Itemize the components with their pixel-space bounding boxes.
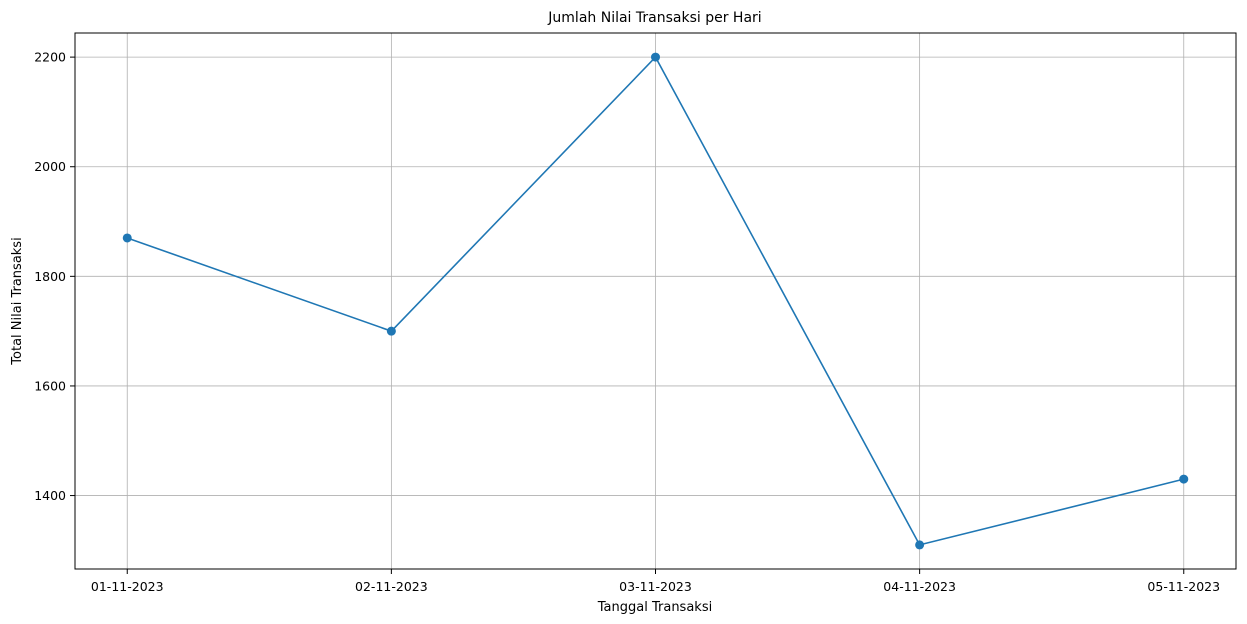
data-point: [122, 233, 132, 243]
y-tick-label: 1400: [34, 488, 66, 503]
y-axis-label: Total Nilai Transaksi: [10, 237, 25, 365]
y-axis: 1400 1600 1800 2000 2200: [34, 50, 75, 503]
y-tick-label: 1600: [34, 378, 66, 393]
y-tick-label: 1800: [34, 269, 66, 284]
data-point: [915, 540, 925, 550]
grid: [75, 33, 1236, 569]
x-axis: 01-11-2023 02-11-2023 03-11-2023 04-11-2023…: [91, 569, 1220, 594]
data-point: [1179, 474, 1189, 484]
x-tick-label: 05-11-2023: [1147, 579, 1220, 594]
chart-title: Jumlah Nilai Transaksi per Hari: [547, 10, 761, 26]
series-layer: [122, 52, 1189, 550]
x-tick-label: 03-11-2023: [619, 579, 692, 594]
y-tick-label: 2000: [34, 159, 66, 174]
y-tick-label: 2200: [34, 50, 66, 65]
x-axis-label: Tanggal Transaksi: [597, 600, 712, 615]
x-tick-label: 04-11-2023: [883, 579, 956, 594]
x-tick-label: 02-11-2023: [355, 579, 428, 594]
x-tick-label: 01-11-2023: [91, 579, 164, 594]
data-point: [651, 52, 660, 62]
data-point: [386, 326, 396, 336]
